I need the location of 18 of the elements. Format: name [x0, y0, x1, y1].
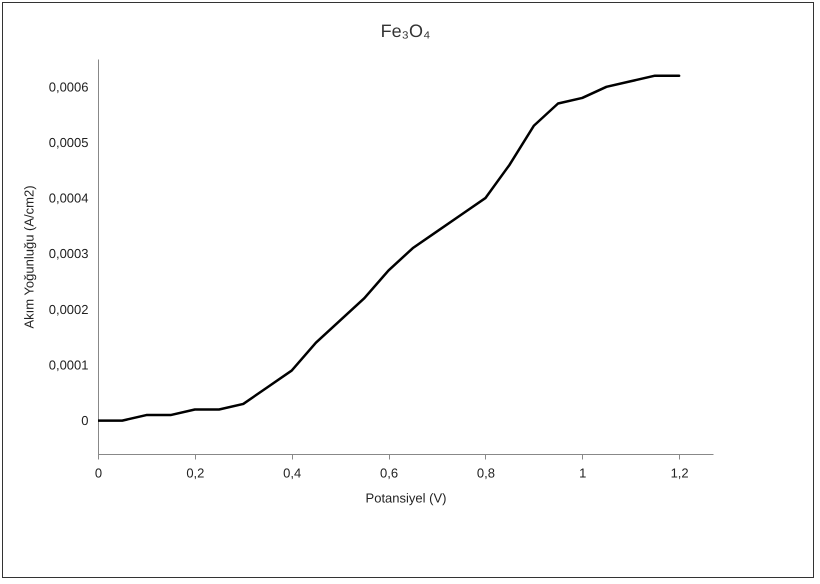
y-tick-label: 0,0002 [48, 302, 88, 317]
y-tick-label: 0,0003 [48, 246, 88, 262]
x-tick-label: 0,6 [380, 466, 398, 480]
y-tick-label: 0,0006 [48, 79, 88, 94]
y-tick-label: 0,0005 [48, 134, 88, 150]
x-tick-label: 1 [579, 466, 586, 480]
x-tick-label: 1,2 [670, 466, 689, 480]
y-tick-label: 0,0004 [48, 190, 88, 206]
y-tick-label: 0,0001 [48, 357, 88, 372]
line-series [98, 74, 680, 422]
y-axis-title: Akım Yoğunluğu (A/cm2) [22, 185, 37, 329]
x-tick-label: 0,4 [283, 466, 302, 480]
x-tick-label: 0,2 [186, 466, 204, 480]
x-axis-title: Potansiyel (V) [366, 490, 446, 506]
x-tick-label: 0 [94, 466, 102, 480]
y-tick-label: 0 [81, 413, 88, 428]
x-tick-label: 0,8 [476, 466, 495, 480]
chart-title: Fe₃O₄ [380, 21, 430, 41]
